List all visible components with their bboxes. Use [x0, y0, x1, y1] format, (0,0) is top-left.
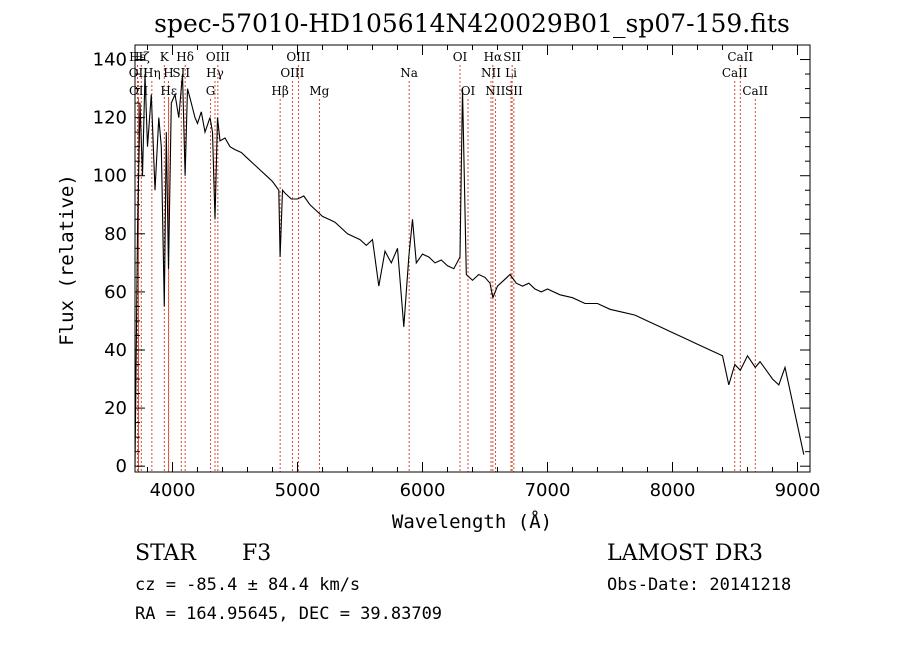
object-subclass: F3 [242, 541, 271, 566]
line-marker-label-17: Na [400, 66, 418, 80]
y-axis-ticks: 0 20 40 60 80 100 120 140 [93, 50, 810, 477]
x-tick-label-5: 9000 [775, 480, 821, 501]
line-marker-label-6: H [163, 66, 173, 80]
line-marker-label-20: NII [481, 66, 501, 80]
plot-frame [134, 44, 811, 473]
line-marker-label-26: CaII [722, 66, 748, 80]
x-tick-label-1: 5000 [275, 480, 321, 501]
line-marker-label-11: Hγ [206, 66, 224, 80]
line-marker-label-13: Hβ [271, 84, 288, 98]
y-tick-label-0: 0 [116, 456, 127, 477]
line-marker-label-15: OIII [286, 50, 310, 64]
y-tick-label-7: 140 [93, 50, 127, 71]
x-tick-label-3: 7000 [525, 480, 571, 501]
line-marker-labels: Hε OII OII Hζ Hη KH Hε SII Hδ G Hγ OIII Hβ OIII OIII Mg… [129, 50, 769, 98]
line-marker-label-18: OI [453, 50, 468, 64]
coordinates: RA = 164.95645, DEC = 39.83709 [135, 604, 442, 624]
x-axis-ticks: 4000 5000 6000 7000 8000 9000 [147, 45, 821, 501]
line-marker-label-14: OIII [280, 66, 304, 80]
line-marker-label-16: Mg [309, 84, 329, 98]
line-marker-label-8: SII [172, 66, 190, 80]
line-marker-label-0: Hε [129, 50, 146, 64]
line-marker-label-22: NII [485, 84, 505, 98]
line-marker-label-2: OII [129, 84, 149, 98]
line-marker-label-4: Hη [143, 66, 161, 80]
line-marker-label-5: K [160, 50, 170, 64]
survey-name: LAMOST DR3 [607, 541, 763, 566]
y-tick-label-4: 80 [104, 224, 127, 245]
line-marker-label-24: SII [503, 50, 521, 64]
y-tick-label-1: 20 [104, 398, 127, 419]
line-marker-label-3: Hζ [133, 50, 150, 64]
x-tick-label-0: 4000 [150, 480, 196, 501]
x-tick-label-2: 6000 [400, 480, 446, 501]
line-marker-label-28: CaII [742, 84, 768, 98]
redshift-velocity: cz = -85.4 ± 84.4 km/s [135, 575, 360, 595]
line-marker-label-9: Hδ [176, 50, 194, 64]
y-axis-label: Flux (relative) [56, 174, 78, 346]
y-tick-label-6: 120 [93, 108, 127, 129]
object-class: STAR [135, 541, 197, 566]
line-marker-label-10: G [206, 84, 216, 98]
chart-title: spec-57010-HD105614N420029B01_sp07-159.f… [154, 9, 790, 38]
line-marker-label-7: Hε [160, 84, 177, 98]
spectrum-series-line [134, 73, 805, 467]
line-marker-label-19: OI [461, 84, 476, 98]
x-tick-label-4: 8000 [650, 480, 696, 501]
line-marker-label-27: CaII [727, 50, 753, 64]
line-markers [137, 65, 756, 472]
y-tick-label-5: 100 [93, 166, 127, 187]
line-marker-label-23: Li [505, 66, 517, 80]
line-marker-label-21: Hα [484, 50, 503, 64]
line-marker-label-25: SII [505, 84, 523, 98]
y-tick-label-2: 40 [104, 340, 127, 361]
x-axis-label: Wavelength (Å) [392, 510, 552, 533]
observation-date: Obs-Date: 20141218 [607, 575, 791, 595]
y-tick-label-3: 60 [104, 282, 127, 303]
line-marker-label-12: OIII [206, 50, 230, 64]
line-marker-label-1: OII [129, 66, 149, 80]
